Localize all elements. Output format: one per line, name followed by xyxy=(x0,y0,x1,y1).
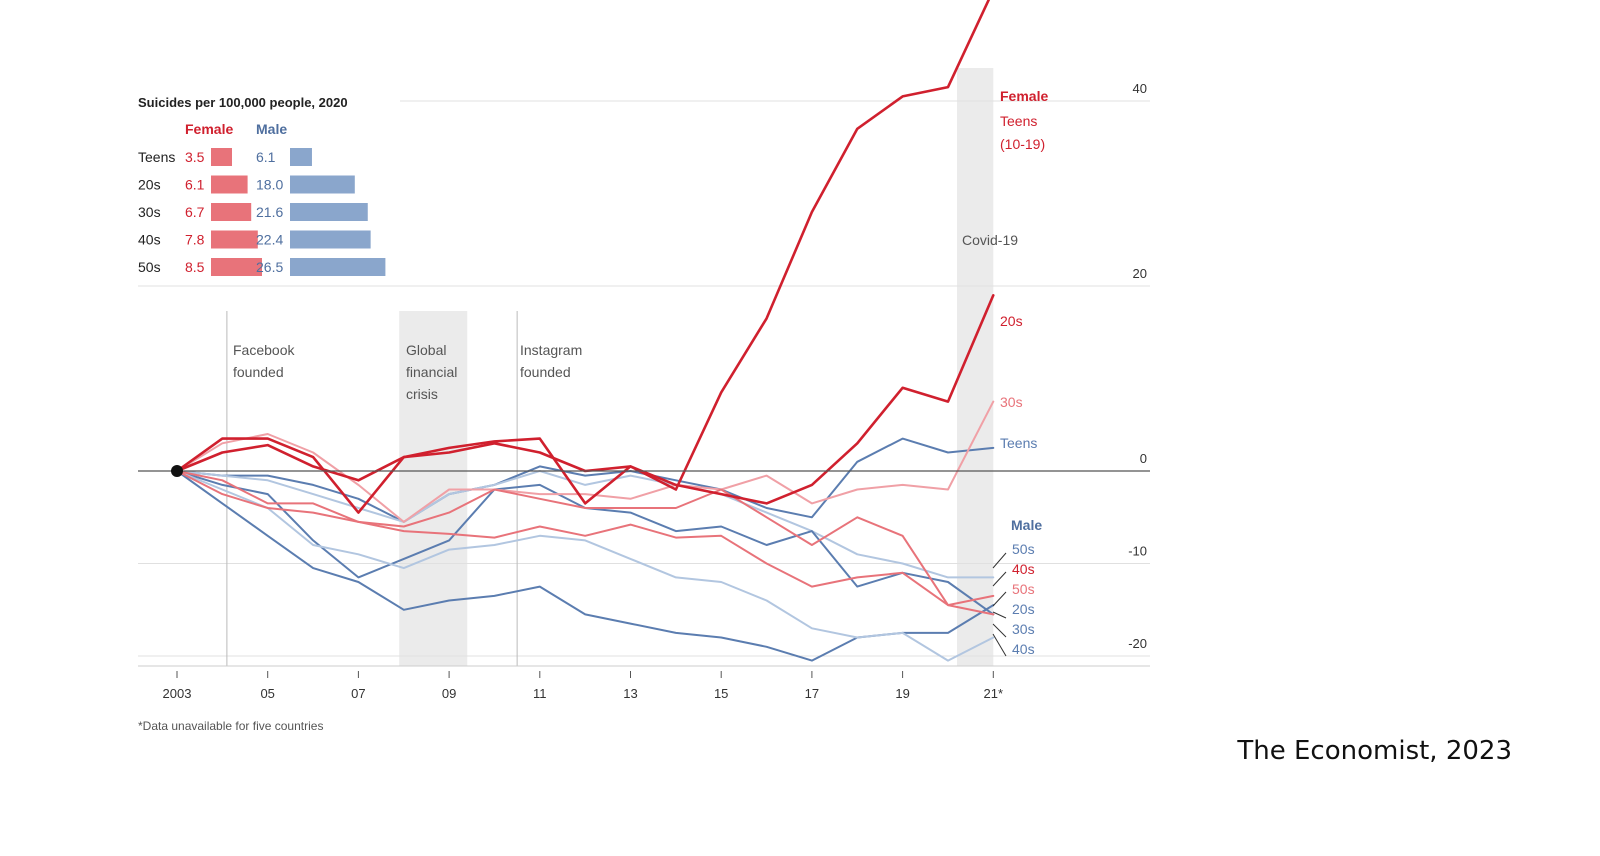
inset-male-value: 6.1 xyxy=(256,149,276,165)
series-lines xyxy=(138,0,1150,662)
inset-age-label: Teens xyxy=(138,149,175,165)
inset-male-value: 21.6 xyxy=(256,204,283,220)
female-teens-label: Teens (10-19) xyxy=(1000,113,1045,152)
source-credit: The Economist, 2023 xyxy=(1237,736,1512,766)
inset-female-bar xyxy=(211,258,262,276)
female-head-label: Female xyxy=(1000,88,1048,104)
stack-label-male-40s: 40s xyxy=(1012,641,1035,657)
stack-label-male-20s: 20s xyxy=(1012,601,1035,617)
x-tick-label: 13 xyxy=(623,686,637,701)
x-tick-label: 05 xyxy=(260,686,274,701)
footnote: *Data unavailable for five countries xyxy=(138,719,323,733)
leader-line xyxy=(992,633,1007,657)
x-tick-label: 2003 xyxy=(163,686,192,701)
inset-female-bar xyxy=(211,203,252,221)
crisis-annotation: Global financial crisis xyxy=(406,342,461,402)
inset-male-bar xyxy=(290,175,355,194)
inset-female-value: 3.5 xyxy=(185,149,205,165)
y-tick-label: 40 xyxy=(1133,81,1147,96)
leader-line xyxy=(992,611,1007,619)
inset-male-bar xyxy=(290,258,386,276)
y-tick-label: -10 xyxy=(1128,544,1147,559)
female-teens-line-2: (10-19) xyxy=(1000,136,1045,152)
male-teens-label: Teens xyxy=(1000,435,1037,451)
male-head-label: Male xyxy=(1011,517,1042,533)
x-tick-label: 19 xyxy=(895,686,909,701)
stack-leader-lines xyxy=(992,552,1007,657)
inset-female-value: 7.8 xyxy=(185,232,205,248)
inset-age-label: 20s xyxy=(138,177,161,193)
inset-age-label: 50s xyxy=(138,259,161,275)
instagram-line-2: founded xyxy=(520,364,571,380)
event-lines xyxy=(226,311,518,666)
instagram-line-1: Instagram xyxy=(520,342,582,358)
inset-female-bar xyxy=(211,175,248,194)
y-tick-label: -20 xyxy=(1128,636,1147,651)
female-30s-line xyxy=(176,400,995,523)
inset-female-bar xyxy=(211,230,258,249)
stack-label-female-40s: 40s xyxy=(1012,561,1035,577)
male-20s-line xyxy=(176,470,995,616)
inset-male-value: 22.4 xyxy=(256,232,283,248)
male-30s-line xyxy=(176,470,995,662)
inset-female-bar xyxy=(211,148,232,166)
crisis-line-2: financial xyxy=(406,364,457,380)
gridlines xyxy=(138,100,1150,657)
inset-female-value: 6.1 xyxy=(185,177,205,193)
x-tick-label: 15 xyxy=(714,686,728,701)
leader-line xyxy=(992,623,1007,638)
x-tick-label: 11 xyxy=(533,686,547,701)
shaded-periods xyxy=(399,68,994,666)
inset-male-head: Male xyxy=(256,121,287,137)
female-30s-label: 30s xyxy=(1000,394,1023,410)
stack-label-male-50s: 50s xyxy=(1012,541,1035,557)
facebook-annotation: Facebook founded xyxy=(233,342,298,380)
male-50s-line xyxy=(176,470,995,579)
male-teens-line xyxy=(176,437,995,523)
x-tick-label: 17 xyxy=(805,686,819,701)
instagram-annotation: Instagram founded xyxy=(520,342,586,380)
inset-male-bar xyxy=(290,230,371,249)
female-40s-line xyxy=(176,470,995,616)
leader-line xyxy=(992,552,1007,569)
inset-title: Suicides per 100,000 people, 2020 xyxy=(138,95,348,110)
leader-line xyxy=(992,591,1007,607)
leader-line xyxy=(992,571,1007,587)
inset-female-head: Female xyxy=(185,121,233,137)
inset-age-label: 30s xyxy=(138,204,161,220)
female-20s-label: 20s xyxy=(1000,313,1023,329)
stack-label-male-30s: 30s xyxy=(1012,621,1035,637)
annotations: Facebook founded Global financial crisis… xyxy=(233,232,1018,402)
series-labels: Female Teens (10-19) 20s 30s Teens Male … xyxy=(992,88,1048,657)
y-axis: 40 20 0 -10 -20 xyxy=(1128,81,1147,651)
inset-female-value: 6.7 xyxy=(185,204,205,220)
female-50s-line xyxy=(176,470,995,607)
facebook-line-2: founded xyxy=(233,364,284,380)
inset-male-bar xyxy=(290,148,312,166)
female-20s-line xyxy=(175,293,995,505)
facebook-line-1: Facebook xyxy=(233,342,295,358)
x-tick-label: 21* xyxy=(984,686,1004,701)
origin-dot xyxy=(171,465,183,477)
inset-table: Suicides per 100,000 people, 2020 Female… xyxy=(138,95,386,276)
inset-age-label: 40s xyxy=(138,232,161,248)
x-tick-label: 07 xyxy=(351,686,365,701)
male-40s-line xyxy=(176,470,995,662)
covid-annotation: Covid-19 xyxy=(962,232,1018,248)
inset-male-bar xyxy=(290,203,368,221)
inset-female-value: 8.5 xyxy=(185,259,205,275)
stack-label-female-50s: 50s xyxy=(1012,581,1035,597)
y-tick-label: 20 xyxy=(1133,266,1147,281)
female-teens-line-1: Teens xyxy=(1000,113,1037,129)
x-axis: 2003 05 07 09 11 13 15 17 19 21* xyxy=(138,665,1150,701)
inset-male-value: 26.5 xyxy=(256,259,283,275)
y-tick-label: 0 xyxy=(1140,451,1147,466)
crisis-line-1: Global xyxy=(406,342,446,358)
crisis-line-3: crisis xyxy=(406,386,438,402)
x-tick-label: 09 xyxy=(442,686,456,701)
female-teens-10-19-line xyxy=(175,0,991,514)
inset-male-value: 18.0 xyxy=(256,177,283,193)
